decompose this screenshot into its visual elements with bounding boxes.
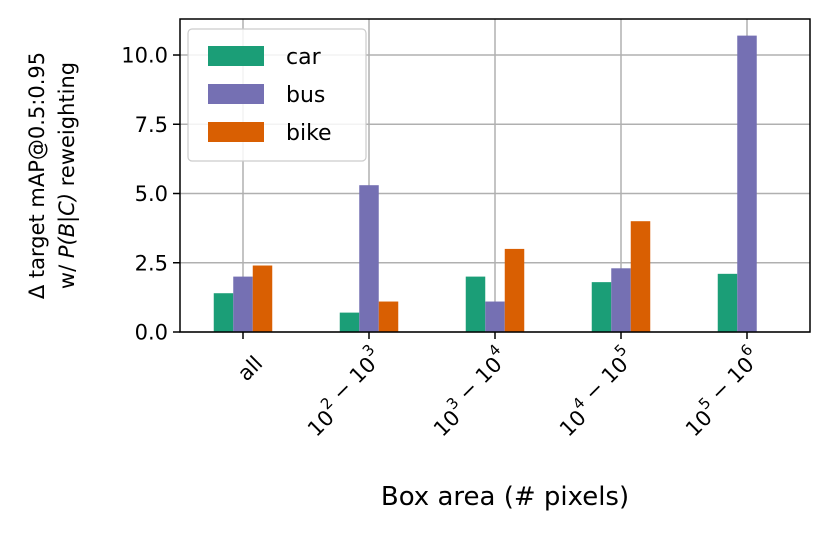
y-axis: 0.0 2.5 5.0 7.5 10.0	[121, 44, 180, 345]
x-tick-label: 103 − 104	[419, 341, 520, 442]
y-axis-label-line2: w/ P(B|C) reweighting	[55, 62, 80, 289]
bar-car-3	[591, 282, 612, 332]
legend-label-bike: bike	[286, 121, 332, 146]
x-tick-label: 102 − 103	[293, 341, 394, 442]
bar-bus-0	[233, 276, 253, 332]
bar-bike-2	[504, 248, 525, 332]
legend-swatch-bus	[208, 84, 264, 104]
bar-bus-4	[737, 35, 757, 332]
bar-bus-3	[611, 268, 631, 332]
legend-label-car: car	[286, 45, 322, 70]
y-tick-label: 0.0	[135, 321, 168, 345]
y-tick-label: 2.5	[135, 251, 168, 275]
y-tick-label: 5.0	[135, 182, 168, 206]
x-tick-label: all	[233, 351, 267, 385]
y-tick-label: 10.0	[121, 44, 168, 68]
bar-bike-3	[630, 221, 651, 332]
y-axis-label-line1: Δ target mAP@0.5:0.95	[25, 52, 49, 299]
legend: car bus bike	[187, 28, 367, 162]
bar-car-4	[717, 273, 738, 332]
y-tick-label: 7.5	[135, 113, 168, 137]
bar-bike-1	[378, 301, 399, 332]
bar-car-2	[465, 276, 486, 332]
x-tick-label: 105 − 106	[671, 341, 772, 442]
x-axis-label: Box area (# pixels)	[381, 482, 629, 512]
y-axis-label: Δ target mAP@0.5:0.95 w/ P(B|C) reweighti…	[25, 52, 80, 299]
bar-car-0	[213, 293, 234, 332]
bars	[213, 35, 757, 332]
legend-swatch-car	[208, 46, 264, 66]
legend-label-bus: bus	[286, 83, 325, 108]
legend-swatch-bike	[208, 122, 264, 142]
bar-bus-2	[485, 301, 505, 332]
bar-bus-1	[359, 185, 379, 332]
bar-car-1	[339, 312, 360, 332]
x-tick-label: 104 − 105	[545, 341, 646, 442]
bar-bike-0	[252, 265, 273, 332]
